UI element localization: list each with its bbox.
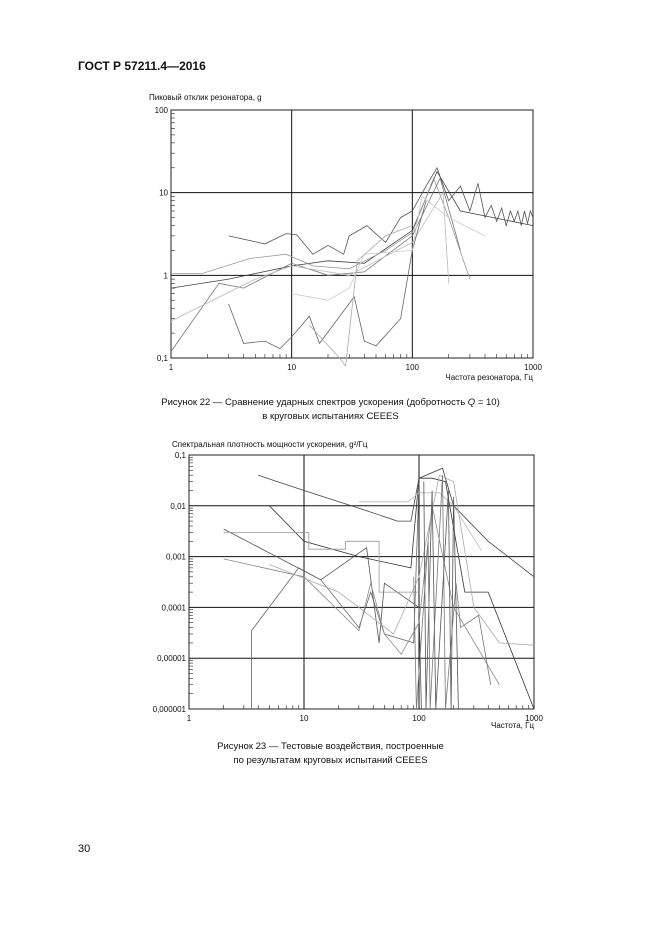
y-tick-label: 1 (164, 271, 169, 280)
y-tick-label: 0,001 (166, 553, 187, 562)
x-tick-label: 100 (406, 363, 420, 372)
figure-23-caption: Рисунок 23 — Тестовые воздействия, постр… (0, 740, 661, 768)
chart-2: 1 10 100 1000 0,000001 0,00001 0,0001 0,001 0,01… (153, 440, 544, 730)
series-line-4 (223, 532, 419, 593)
y-tick-label: 0,01 (170, 502, 186, 511)
series-line-7 (291, 195, 486, 301)
series-line-2 (170, 170, 534, 289)
x-tick-label: 10 (287, 363, 296, 372)
x-tick-label: 1 (169, 363, 174, 372)
y-tick-label: 0,0001 (162, 603, 187, 612)
y-tick-label: 0,000001 (153, 705, 187, 714)
series-line-1 (228, 166, 534, 255)
series-line-8 (358, 492, 482, 552)
x-axis-label: Частота резонатора, Гц (445, 373, 533, 382)
series-line-9 (423, 481, 459, 710)
y-tick-label: 0,1 (175, 451, 187, 460)
caption-line1-post: = 10) (475, 397, 500, 408)
y-tick-label: 0,1 (157, 354, 169, 363)
series-line-6 (223, 505, 500, 686)
series-line-3 (171, 176, 471, 280)
y-axis-label: Пиковый отклик резонатора, g (149, 93, 262, 102)
series-line-5 (170, 191, 450, 322)
caption-q: Q (467, 397, 476, 408)
x-axis-label: Частота, Гц (491, 721, 534, 730)
page-number: 30 (78, 843, 91, 855)
document-header: ГОСТ Р 57211.4—2016 (78, 59, 206, 73)
series-line-6 (228, 200, 427, 350)
x-tick-label: 1000 (525, 714, 543, 723)
caption-line1: Рисунок 23 — Тестовые воздействия, постр… (217, 741, 444, 752)
series-line-8 (309, 225, 413, 368)
caption-line2: в круговых испытаниях CEEES (262, 411, 399, 422)
y-axis-label: Спектральная плотность мощности ускорени… (172, 440, 368, 449)
caption-line2: по результатам круговых испытаний CEEES (233, 755, 428, 766)
x-tick-label: 1000 (524, 363, 542, 372)
y-tick-label: 10 (159, 189, 168, 198)
series-line-10 (413, 475, 492, 710)
series-line-4 (170, 176, 461, 352)
x-tick-label: 10 (300, 714, 309, 723)
series-line-5 (251, 481, 420, 709)
series-line-3 (223, 528, 422, 710)
y-tick-label: 0,00001 (157, 654, 186, 663)
caption-line1-pre: Рисунок 22 — Сравнение ударных спектров … (161, 397, 468, 408)
series-line-2 (269, 477, 535, 710)
series-line-7 (269, 474, 535, 646)
plot-frame (188, 454, 535, 710)
figure-22-caption: Рисунок 22 — Сравнение ударных спектров … (0, 396, 661, 424)
x-tick-label: 1 (187, 714, 192, 723)
series-line-1 (258, 467, 535, 578)
y-tick-label: 100 (155, 106, 169, 115)
plot-frame (170, 109, 534, 359)
x-tick-label: 100 (412, 714, 426, 723)
